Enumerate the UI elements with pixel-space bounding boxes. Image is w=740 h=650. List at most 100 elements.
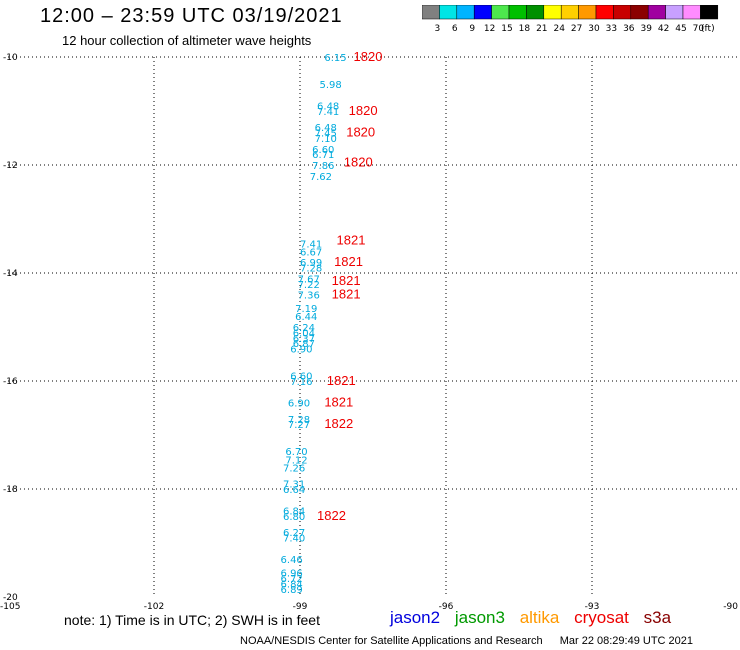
pass-time-label: 1822 bbox=[324, 416, 353, 431]
wave-height-label: 6.37 bbox=[293, 334, 315, 345]
wave-height-label: 7.67 bbox=[298, 274, 320, 285]
y-tick-label: -10 bbox=[3, 53, 18, 63]
wave-height-label: 7.62 bbox=[310, 172, 332, 183]
wave-height-label: 7.22 bbox=[298, 280, 320, 291]
wave-height-label: 6.48 bbox=[317, 102, 339, 113]
wave-height-label: 6.48 bbox=[315, 123, 337, 134]
wave-height-label: 6.04 bbox=[293, 328, 315, 339]
y-tick-label: -14 bbox=[3, 269, 18, 279]
x-tick-label: -90 bbox=[723, 602, 738, 610]
pass-time-label: 1820 bbox=[344, 154, 373, 169]
wave-height-label: 6.90 bbox=[288, 399, 310, 410]
wave-height-label: 7.31 bbox=[283, 480, 305, 491]
colorbar-tick-label: 45 bbox=[675, 24, 686, 34]
chart-title: 12:00 – 23:59 UTC 03/19/2021 bbox=[40, 5, 343, 27]
wave-height-label: 6.24 bbox=[293, 323, 315, 334]
legend-s3a: s3a bbox=[643, 608, 672, 627]
wave-height-label: 7.12 bbox=[285, 455, 307, 466]
wave-height-label: 7.28 bbox=[288, 415, 310, 426]
wave-height-label: 7.10 bbox=[315, 134, 337, 145]
pass-time-label: 1821 bbox=[334, 254, 363, 269]
wave-height-label: 6.84 bbox=[283, 507, 305, 518]
wave-height-label: 6.64 bbox=[283, 485, 305, 496]
footer-agency: NOAA/NESDIS Center for Satellite Applica… bbox=[240, 635, 543, 647]
wave-height-label: 6.27 bbox=[283, 528, 305, 539]
colorbar-tick-label: 42 bbox=[658, 24, 669, 34]
y-tick-label: -20 bbox=[3, 593, 18, 603]
wave-height-label: 7.41 bbox=[317, 107, 339, 118]
wave-height-label: 7.26 bbox=[283, 463, 305, 474]
wave-height-label: 7.86 bbox=[312, 161, 334, 172]
pass-time-label: 1821 bbox=[337, 233, 366, 248]
x-tick-label: -93 bbox=[585, 602, 600, 610]
wave-height-label: 6.60 bbox=[312, 145, 334, 156]
wave-height-label: 7.19 bbox=[295, 304, 317, 315]
legend-jason2: jason2 bbox=[390, 608, 441, 627]
wave-height-label: 5.98 bbox=[319, 80, 341, 91]
footer: NOAA/NESDIS Center for Satellite Applica… bbox=[240, 635, 693, 647]
y-tick-label: -16 bbox=[3, 377, 18, 387]
wave-height-label: 6.80 bbox=[283, 512, 305, 523]
colorbar-tick-label: 24 bbox=[553, 24, 565, 34]
wave-height-label: 6.87 bbox=[293, 339, 315, 350]
wave-height-label: 7.16 bbox=[290, 377, 312, 388]
footer-timestamp: Mar 22 08:29:49 UTC 2021 bbox=[559, 635, 694, 647]
colorbar-tick-label: 15 bbox=[501, 24, 512, 34]
wave-height-label: 7.41 bbox=[300, 239, 322, 250]
colorbar-unit: (ft) bbox=[701, 24, 715, 34]
colorbar-tick-label: 36 bbox=[623, 24, 635, 34]
colorbar-tick-label: 70 bbox=[693, 24, 705, 34]
colorbar-tick-label: 39 bbox=[640, 24, 652, 34]
satellite-legend: jason2 jason3 altika cryosat s3a bbox=[390, 608, 681, 628]
wave-height-label: 6.15 bbox=[324, 53, 346, 64]
wave-height-label: 6.96 bbox=[281, 569, 303, 580]
wave-height-label: 7.27 bbox=[288, 420, 310, 431]
x-tick-label: -96 bbox=[439, 602, 454, 610]
units-note: note: 1) Time is in UTC; 2) SWH is in fe… bbox=[64, 612, 320, 628]
wave-height-label: 6.72 bbox=[281, 574, 303, 585]
y-tick-label: -18 bbox=[3, 485, 18, 495]
color-scale-bar: 3 6 9 12 15 18 21 24 27 30 33 36 39 42 45 70(ft) bbox=[422, 5, 719, 34]
wave-height-label: 7.45 bbox=[315, 129, 337, 140]
colorbar-tick-label: 33 bbox=[606, 24, 617, 34]
altimeter-plot: -10 -12 -14 -16 -18 -20-105 -102 -99 -96 -93 -90 6.… bbox=[0, 49, 738, 610]
chart-subtitle: 12 hour collection of altimeter wave hei… bbox=[62, 33, 312, 48]
wave-height-label: 6.44 bbox=[295, 312, 317, 323]
wave-height-label: 6.71 bbox=[312, 150, 334, 161]
pass-time-label: 1820 bbox=[346, 125, 375, 140]
pass-time-label: 1822 bbox=[317, 508, 346, 523]
colorbar-tick-label: 27 bbox=[571, 24, 582, 34]
legend-altika: altika bbox=[519, 608, 560, 627]
x-tick-label: -102 bbox=[144, 602, 164, 610]
wave-height-label: 7.36 bbox=[298, 291, 320, 302]
y-tick-label: -12 bbox=[3, 161, 18, 171]
colorbar-tick-label: 21 bbox=[536, 24, 547, 34]
wave-height-label: 6.70 bbox=[285, 447, 307, 458]
wave-height-label: 6.90 bbox=[290, 345, 312, 356]
legend-jason3: jason3 bbox=[454, 608, 505, 627]
wave-height-label: 7.40 bbox=[283, 534, 305, 545]
wave-height-label: 6.99 bbox=[300, 258, 322, 269]
colorbar-swatch bbox=[700, 5, 719, 20]
wave-height-label: 6.46 bbox=[281, 555, 303, 566]
colorbar-tick-label: 9 bbox=[469, 24, 475, 34]
wave-height-label: 6.84 bbox=[281, 580, 303, 591]
wave-height-label: 6.67 bbox=[300, 247, 322, 258]
legend-cryosat: cryosat bbox=[574, 608, 629, 627]
pass-time-label: 1821 bbox=[332, 273, 361, 288]
pass-time-label: 1821 bbox=[332, 287, 361, 302]
x-tick-label: -99 bbox=[293, 602, 308, 610]
colorbar-tick-label: 18 bbox=[519, 24, 531, 34]
pass-time-label: 1820 bbox=[349, 103, 378, 118]
colorbar-tick-label: 30 bbox=[588, 24, 600, 34]
pass-time-label: 1821 bbox=[324, 395, 353, 410]
pass-time-label: 1821 bbox=[327, 373, 356, 388]
wave-height-label: 6.89 bbox=[281, 585, 303, 596]
x-tick-label: -105 bbox=[0, 602, 20, 610]
colorbar-tick-label: 3 bbox=[435, 24, 441, 34]
colorbar-tick-label: 6 bbox=[452, 24, 458, 34]
wave-height-label: 6.60 bbox=[290, 372, 312, 383]
pass-time-label: 1820 bbox=[354, 49, 383, 64]
wave-height-label: 7.28 bbox=[300, 264, 322, 275]
colorbar-tick-label: 12 bbox=[484, 24, 495, 34]
